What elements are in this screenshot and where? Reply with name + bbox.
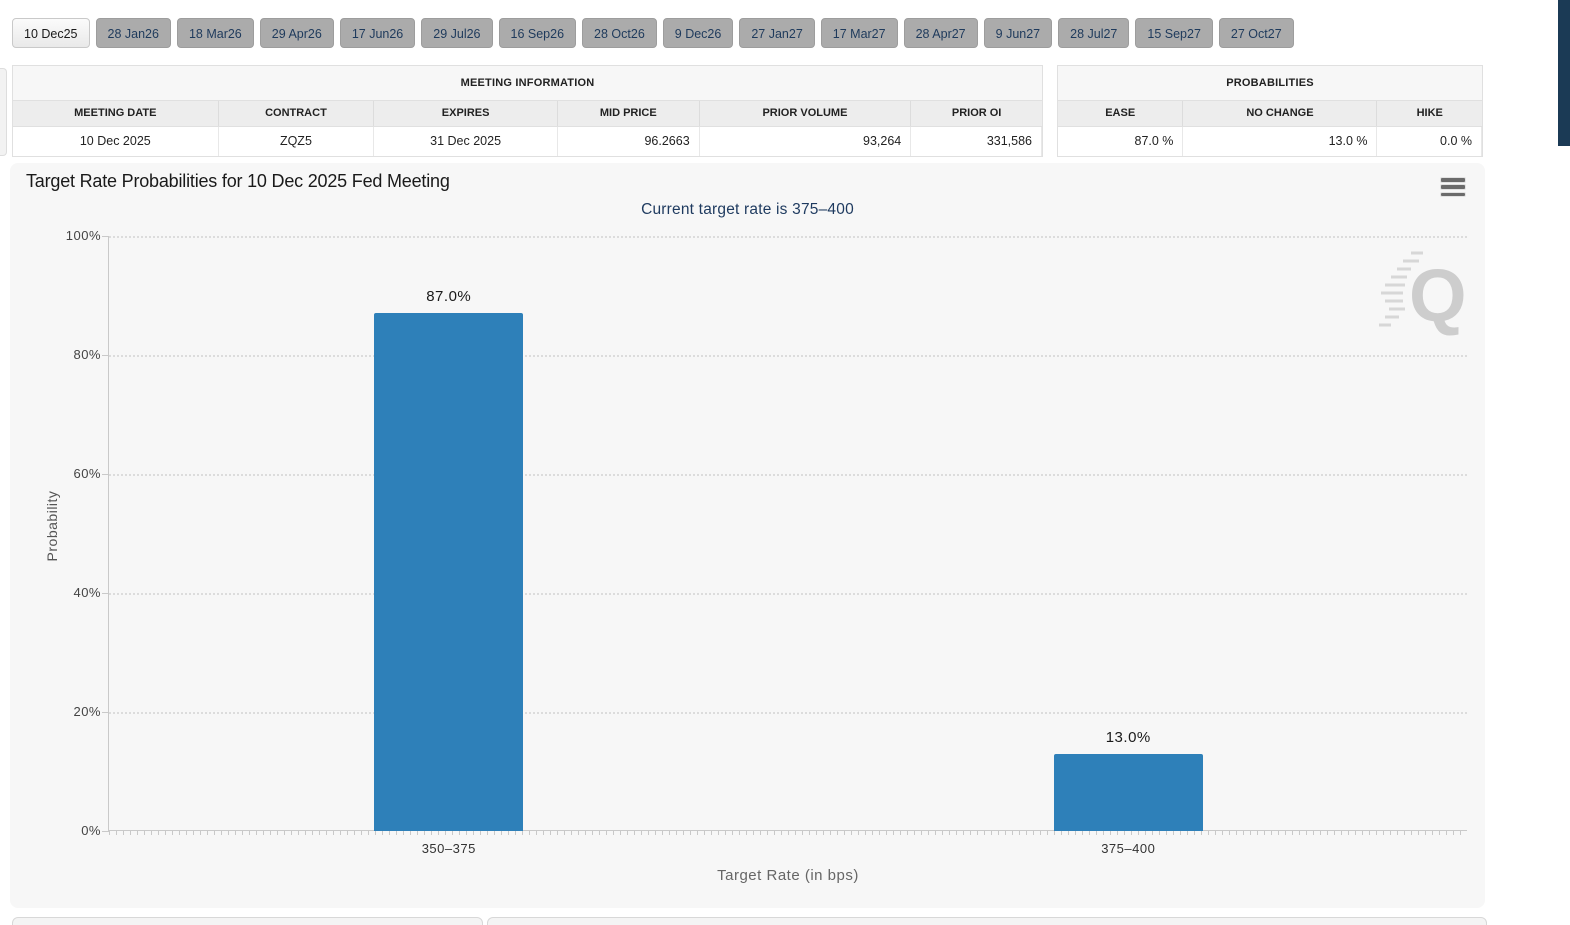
tab-9-dec26[interactable]: 9 Dec26 <box>662 18 734 48</box>
probabilities-table: PROBABILITIES EASE NO CHANGE HIKE 87.0 %… <box>1057 65 1483 157</box>
y-tick-mark <box>102 474 109 475</box>
hamburger-bar <box>1441 192 1465 196</box>
y-tick-label: 80% <box>73 347 101 362</box>
hamburger-bar <box>1441 178 1465 182</box>
y-tick-mark <box>102 831 109 832</box>
tab-18-mar26[interactable]: 18 Mar26 <box>176 18 254 48</box>
target-rate-chart-panel: Target Rate Probabilities for 10 Dec 202… <box>10 163 1485 908</box>
quikstrike-watermark-icon: Q <box>1379 251 1467 337</box>
tab-17-jun26[interactable]: 17 Jun26 <box>339 18 416 48</box>
chart-title: Target Rate Probabilities for 10 Dec 202… <box>26 171 450 191</box>
scrollbar-thumb[interactable] <box>1558 0 1570 146</box>
hamburger-bar <box>1441 185 1465 189</box>
tab-28-oct26[interactable]: 28 Oct26 <box>582 18 657 48</box>
value-mid-price: 96.2663 <box>557 127 700 156</box>
value-prior-oi: 331,586 <box>911 127 1042 156</box>
y-tick-label: 0% <box>81 823 101 838</box>
chart-menu-icon[interactable] <box>1441 178 1465 196</box>
y-tick-label: 20% <box>73 704 101 719</box>
y-tick-mark <box>102 712 109 713</box>
bar-value-label: 87.0% <box>426 288 472 306</box>
tab-15-sep27[interactable]: 15 Sep27 <box>1135 18 1213 48</box>
tab-29-apr26[interactable]: 29 Apr26 <box>259 18 334 48</box>
value-hike: 0.0 % <box>1377 127 1482 156</box>
svg-text:Q: Q <box>1409 254 1467 337</box>
chart-subtitle: Current target rate is 375–400 <box>641 201 854 218</box>
tab-10-dec25[interactable]: 10 Dec25 <box>12 18 90 48</box>
col-contract: CONTRACT <box>219 101 375 126</box>
value-prior-volume: 93,264 <box>699 127 912 156</box>
y-tick-mark <box>102 593 109 594</box>
gridline <box>109 712 1467 714</box>
x-axis-title: Target Rate (in bps) <box>717 867 859 884</box>
tab-17-mar27[interactable]: 17 Mar27 <box>820 18 898 48</box>
bar-value-label: 13.0% <box>1105 728 1151 746</box>
y-tick-mark <box>102 236 109 237</box>
col-no-change: NO CHANGE <box>1183 101 1378 126</box>
x-axis-line <box>109 830 1467 831</box>
tab-16-sep26[interactable]: 16 Sep26 <box>498 18 577 48</box>
probabilities-data-row: 87.0 % 13.0 % 0.0 % <box>1058 127 1482 156</box>
left-edge-panel-stub <box>0 68 7 156</box>
tab-27-oct27[interactable]: 27 Oct27 <box>1218 18 1294 48</box>
bottom-right-panel-clipped <box>487 917 1487 925</box>
col-meeting-date: MEETING DATE <box>13 101 219 126</box>
y-tick-label: 40% <box>73 585 101 600</box>
y-tick-label: 100% <box>65 228 101 243</box>
col-prior-volume: PRIOR VOLUME <box>700 101 912 126</box>
gridline <box>109 593 1467 595</box>
x-category-label: 350–375 <box>421 841 476 856</box>
plot-area: Target Rate (in bps) 0% 20% 40% 60% 80% 100% 8… <box>66 228 1467 884</box>
tab-27-jan27[interactable]: 27 Jan27 <box>739 18 815 48</box>
bottom-left-panel-clipped <box>12 917 483 925</box>
col-mid-price: MID PRICE <box>558 101 700 126</box>
meeting-information-data-row: 10 Dec 2025 ZQZ5 31 Dec 2025 96.2663 93,… <box>13 127 1042 156</box>
tab-28-jul27[interactable]: 28 Jul27 <box>1058 18 1130 48</box>
tab-28-jan26[interactable]: 28 Jan26 <box>95 18 171 48</box>
probabilities-title: PROBABILITIES <box>1058 66 1482 101</box>
tab-28-apr27[interactable]: 28 Apr27 <box>903 18 978 48</box>
value-contract: ZQZ5 <box>218 127 375 156</box>
gridline <box>109 355 1467 357</box>
value-ease: 87.0 % <box>1058 127 1184 156</box>
meeting-tabbar: 10 Dec25 28 Jan26 18 Mar26 29 Apr26 17 Jun26… <box>12 18 1294 48</box>
value-expires: 31 Dec 2025 <box>374 127 558 156</box>
col-ease: EASE <box>1058 101 1184 126</box>
meeting-information-table: MEETING INFORMATION MEETING DATE CONTRAC… <box>12 65 1043 157</box>
x-category-label: 375–400 <box>1101 841 1156 856</box>
y-tick-label: 60% <box>73 466 101 481</box>
tab-29-jul26[interactable]: 29 Jul26 <box>421 18 493 48</box>
gridline <box>109 474 1467 476</box>
col-expires: EXPIRES <box>374 101 558 126</box>
gridline <box>109 236 1467 238</box>
y-tick-mark <box>102 355 109 356</box>
meeting-information-header-row: MEETING DATE CONTRACT EXPIRES MID PRICE … <box>13 101 1042 127</box>
bar-350–375[interactable] <box>374 313 524 831</box>
meeting-information-title: MEETING INFORMATION <box>13 66 1042 101</box>
value-no-change: 13.0 % <box>1183 127 1378 156</box>
y-axis-title: Probability <box>44 490 60 562</box>
x-axis-minor-ticks <box>109 831 1467 835</box>
col-hike: HIKE <box>1416 107 1443 119</box>
probabilities-header-row: EASE NO CHANGE HIKE <box>1058 101 1482 127</box>
tab-9-jun27[interactable]: 9 Jun27 <box>983 18 1053 48</box>
bar-375–400[interactable] <box>1053 753 1203 831</box>
value-meeting-date: 10 Dec 2025 <box>13 127 219 156</box>
col-prior-oi: PRIOR OI <box>951 107 1002 119</box>
